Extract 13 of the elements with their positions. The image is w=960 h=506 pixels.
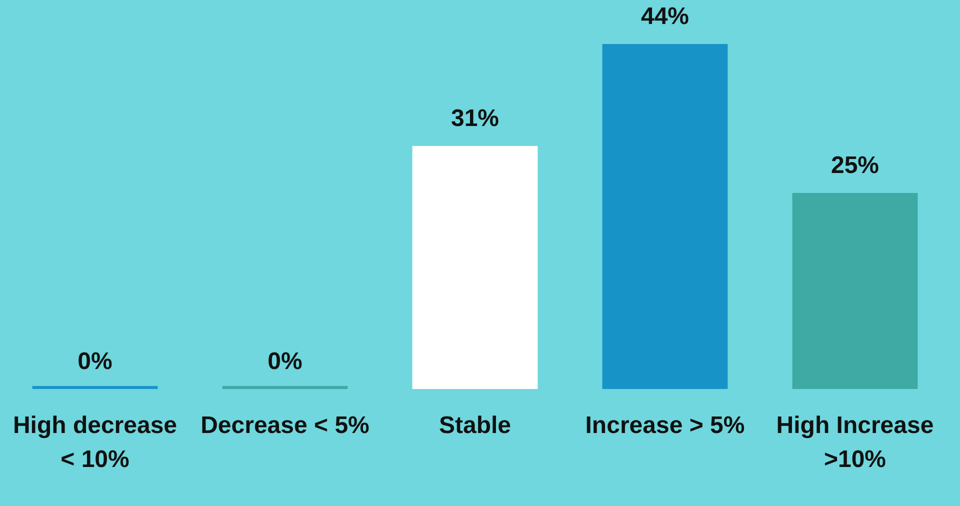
data-label: 44% (640, 3, 690, 30)
bar (602, 44, 728, 389)
data-label: 0% (268, 348, 302, 375)
x-tick-label: Decrease < 5% (200, 412, 370, 439)
x-tick-label: Increase > 5% (585, 412, 745, 439)
bar (792, 192, 918, 389)
data-label: 0% (78, 348, 112, 375)
bar (412, 146, 538, 389)
x-tick-label: Stable (438, 412, 512, 439)
data-label: 25% (830, 152, 880, 179)
x-tick-label: High decrease < 10% (12, 412, 178, 473)
x-tick-label: High Increase >10% (776, 412, 934, 473)
data-label: 31% (450, 104, 500, 132)
